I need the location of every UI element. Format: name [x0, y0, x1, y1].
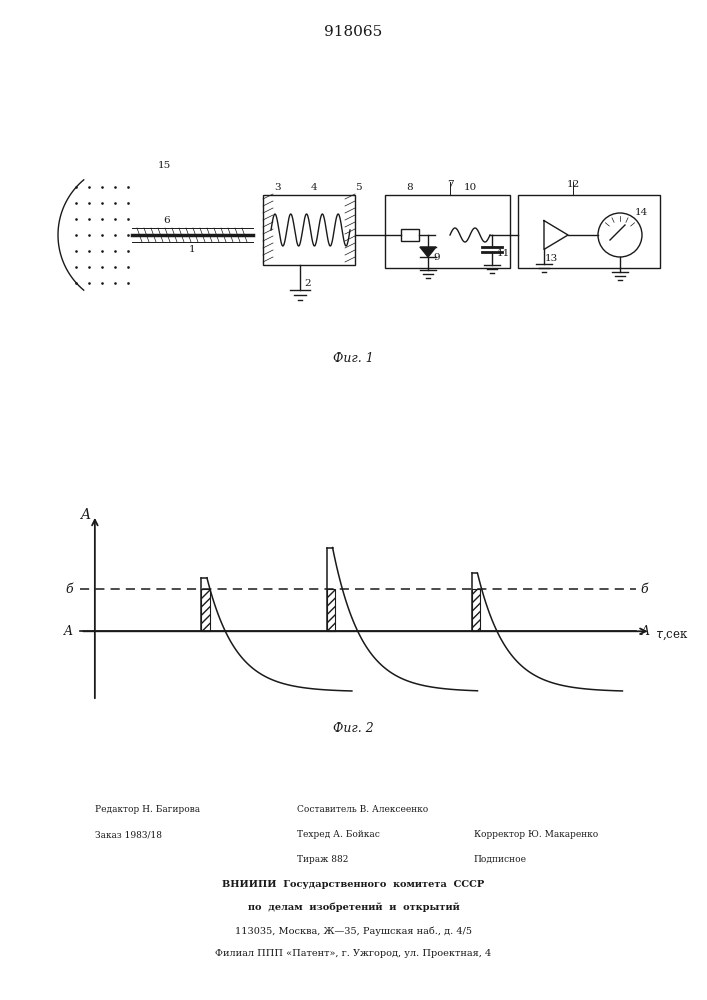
Text: б: б [641, 583, 648, 596]
Bar [327, 589, 335, 631]
Polygon shape [544, 221, 568, 249]
Text: 11: 11 [497, 248, 510, 257]
Text: 15: 15 [158, 161, 171, 170]
Text: Техред А. Бойкас: Техред А. Бойкас [297, 830, 380, 839]
Text: 5: 5 [355, 183, 361, 192]
Text: Подписное: Подписное [474, 855, 527, 864]
Bar [263, 195, 355, 265]
Bar [385, 195, 510, 268]
Text: 9: 9 [433, 252, 440, 261]
Text: 10: 10 [463, 183, 477, 192]
Text: б: б [66, 583, 73, 596]
Text: 113035, Москва, Ж—35, Раушская наб., д. 4/5: 113035, Москва, Ж—35, Раушская наб., д. … [235, 926, 472, 936]
Text: 3: 3 [275, 183, 281, 192]
Text: ВНИИПИ  Государственного  комитета  СССР: ВНИИПИ Государственного комитета СССР [223, 880, 484, 889]
Text: A: A [80, 508, 90, 522]
Text: 2: 2 [305, 278, 311, 288]
Bar [518, 195, 660, 268]
Text: по  делам  изобретений  и  открытий: по делам изобретений и открытий [247, 903, 460, 912]
Text: Заказ 1983/18: Заказ 1983/18 [95, 830, 163, 839]
Text: Составитель В. Алексеенко: Составитель В. Алексеенко [297, 805, 428, 814]
Text: 12: 12 [566, 180, 580, 189]
Text: A: A [641, 625, 650, 638]
Text: A: A [64, 625, 73, 638]
Bar [472, 589, 480, 631]
Text: 6: 6 [164, 216, 170, 225]
Text: 7: 7 [447, 180, 453, 189]
Text: 4: 4 [310, 183, 317, 192]
Text: Фиг. 1: Фиг. 1 [332, 352, 373, 365]
Text: Корректор Ю. Макаренко: Корректор Ю. Макаренко [474, 830, 598, 839]
Text: Филиал ППП «Патент», г. Ужгород, ул. Проектная, 4: Филиал ППП «Патент», г. Ужгород, ул. Про… [216, 949, 491, 958]
Text: Фиг. 2: Фиг. 2 [333, 722, 374, 735]
Text: 14: 14 [635, 208, 648, 217]
Text: Редактор Н. Багирова: Редактор Н. Багирова [95, 805, 201, 814]
Bar [401, 229, 419, 241]
Text: 918065: 918065 [324, 25, 382, 39]
Bar [201, 589, 210, 631]
Text: 8: 8 [407, 183, 414, 192]
Text: 13: 13 [544, 254, 558, 263]
Text: $\tau$,сек: $\tau$,сек [655, 629, 689, 642]
Polygon shape [420, 247, 436, 257]
Text: Тираж 882: Тираж 882 [297, 855, 349, 864]
Text: 1: 1 [189, 245, 195, 254]
